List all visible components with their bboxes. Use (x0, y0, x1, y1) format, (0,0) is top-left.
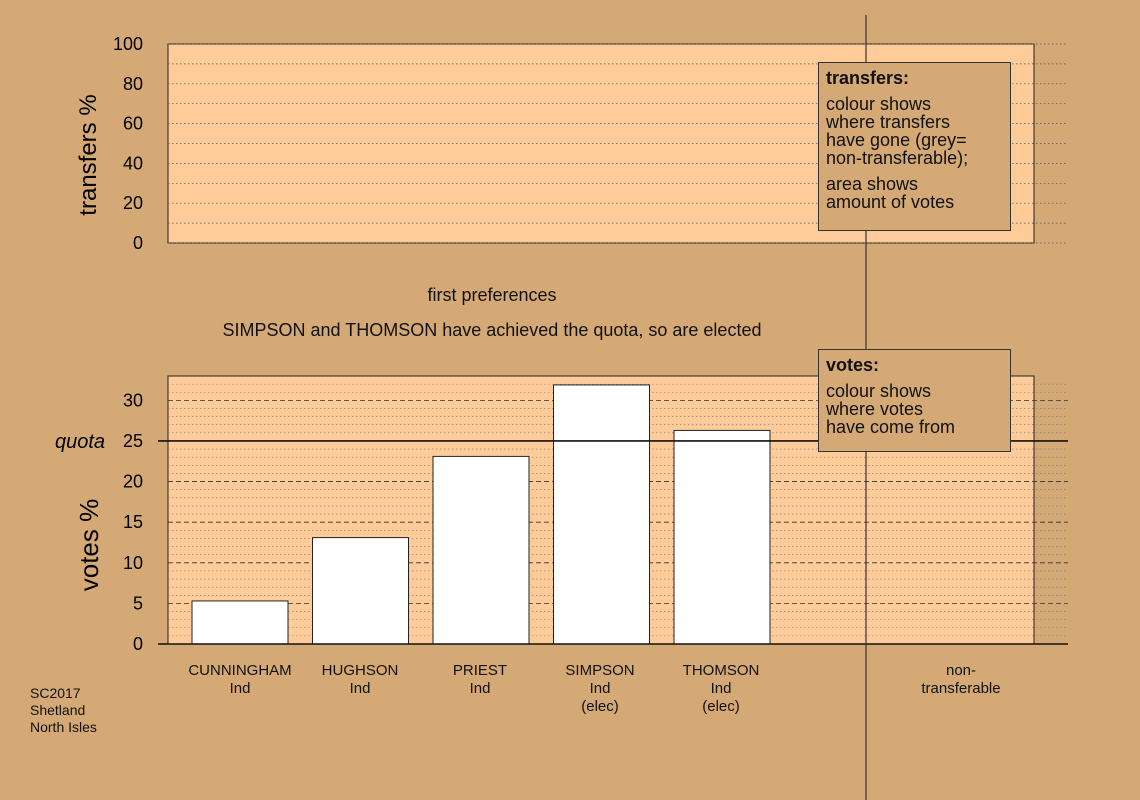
candidate-name: HUGHSON (321, 662, 399, 679)
votes-tick-label: 30 (123, 390, 143, 410)
legend-transfers-line: where transfers (826, 112, 951, 132)
quota-label: quota (55, 431, 105, 453)
transfers-tick-label: 20 (123, 193, 143, 213)
votes-y-axis-label: votes % (74, 499, 104, 592)
votes-tick-label: 15 (123, 512, 143, 532)
legend-votes-line: colour shows (826, 381, 932, 401)
legend-transfers-line: colour shows (826, 94, 932, 114)
transfers-y-axis: 0 20 40 60 80 100 (113, 34, 143, 253)
transfers-tick-label: 80 (123, 74, 143, 94)
source-council: Shetland (30, 702, 86, 718)
source-ward: North Isles (30, 719, 97, 735)
legend-transfers-line: have gone (grey= (826, 130, 967, 150)
legend-votes-line: where votes (826, 399, 924, 419)
bar-hughson (312, 537, 409, 645)
candidate-label-simpson: SIMPSON Ind (elec) (535, 662, 665, 716)
votes-tick-label: 5 (133, 593, 143, 613)
votes-tick-label: 10 (123, 553, 143, 573)
legend-transfers-title: transfers: (826, 68, 910, 88)
candidate-label-priest: PRIEST Ind (415, 662, 545, 698)
legend-votes-title: votes: (826, 355, 880, 375)
candidate-name: CUNNINGHAM (188, 662, 292, 679)
candidate-label-cunningham: CUNNINGHAM Ind (175, 662, 305, 698)
candidate-name: PRIEST (452, 662, 508, 679)
nontransferable-label: non- transferable (896, 662, 1026, 698)
legend-transfers-line: non-transferable); (826, 148, 969, 168)
legend-transfers: transfers: colour shows where transfers … (818, 62, 1011, 231)
votes-tick-label: 20 (123, 472, 143, 492)
transfers-tick-label: 0 (133, 233, 143, 253)
source-note: SC2017 Shetland North Isles (30, 685, 97, 736)
votes-tick-label: 25 (123, 431, 143, 451)
candidate-party: Ind (349, 680, 371, 697)
votes-tick-label: 0 (133, 634, 143, 654)
legend-transfers-line: area shows (826, 174, 919, 194)
candidate-name: SIMPSON (565, 662, 635, 679)
bar-thomson (673, 429, 771, 645)
legend-votes-line: have come from (826, 417, 956, 437)
stage-title: first preferences (427, 285, 557, 305)
legend-votes: votes: colour shows where votes have com… (818, 349, 1011, 452)
bar-simpson (553, 384, 650, 645)
votes-y-axis: 0 5 10 15 20 25 30 (123, 390, 143, 654)
candidate-status: (elec) (702, 698, 740, 715)
stage-note: SIMPSON and THOMSON have achieved the qu… (222, 320, 762, 340)
candidate-party: Ind (469, 680, 491, 697)
candidate-status: (elec) (581, 698, 619, 715)
nontransferable-line: transferable (921, 680, 1001, 697)
candidate-label-thomson: THOMSON Ind (elec) (656, 662, 786, 716)
bar-priest (432, 455, 530, 645)
candidate-label-hughson: HUGHSON Ind (295, 662, 425, 698)
bar-cunningham (191, 600, 289, 645)
candidate-party: Ind (589, 680, 611, 697)
transfers-tick-label: 100 (113, 34, 143, 54)
candidate-party: Ind (710, 680, 732, 697)
transfers-tick-label: 40 (123, 153, 143, 173)
candidate-party: Ind (229, 680, 251, 697)
legend-transfers-line: amount of votes (826, 192, 955, 212)
transfers-tick-label: 60 (123, 114, 143, 134)
transfers-y-axis-label: transfers % (75, 94, 102, 215)
candidate-name: THOMSON (682, 662, 760, 679)
source-year: SC2017 (30, 685, 81, 701)
votes-bars (191, 384, 771, 645)
nontransferable-line: non- (945, 662, 977, 679)
